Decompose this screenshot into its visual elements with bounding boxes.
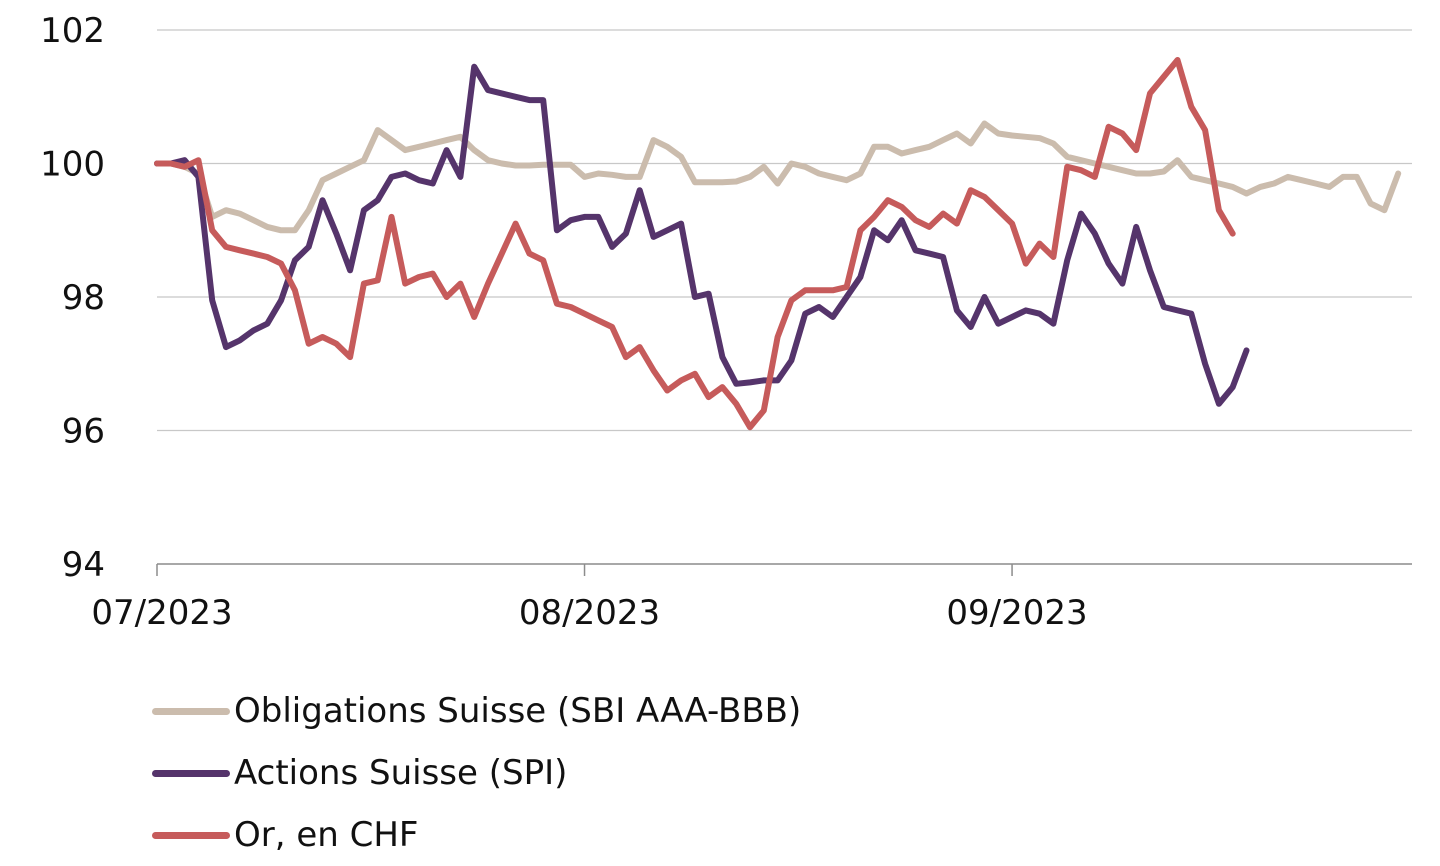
y-axis: 94 96 98 100 102 (40, 11, 105, 585)
legend-label-actions: Actions Suisse (SPI) (234, 753, 568, 793)
x-tick-label: 09/2023 (946, 593, 1087, 633)
x-axis: 07/2023 08/2023 09/2023 (91, 563, 1412, 633)
y-tick-label: 102 (40, 11, 105, 51)
legend-swatch-actions (152, 769, 230, 777)
legend-label-or: Or, en CHF (234, 815, 419, 855)
legend-swatch-obligations (152, 707, 230, 715)
series-lines (154, 57, 1402, 431)
series-line-1 (154, 63, 1250, 407)
legend-label-obligations: Obligations Suisse (SBI AAA-BBB) (234, 691, 802, 731)
y-tick-label: 100 (40, 145, 105, 185)
x-tick-label: 07/2023 (91, 593, 232, 633)
legend-item-obligations: Obligations Suisse (SBI AAA-BBB) (152, 680, 801, 742)
x-tick-label: 08/2023 (519, 593, 660, 633)
line-chart: 94 96 98 100 102 07/2023 08/2023 09/2023 (40, 11, 1412, 633)
y-tick-label: 98 (62, 278, 105, 318)
legend-swatch-or (152, 831, 230, 839)
y-tick-label: 96 (62, 412, 105, 452)
gridlines (157, 29, 1412, 432)
legend-item-actions: Actions Suisse (SPI) (152, 742, 801, 804)
y-tick-label: 94 (62, 545, 105, 585)
series-line-0 (154, 120, 1402, 234)
legend-item-or: Or, en CHF (152, 804, 801, 866)
series-line-2 (154, 57, 1236, 431)
legend: Obligations Suisse (SBI AAA-BBB) Actions… (152, 680, 801, 866)
